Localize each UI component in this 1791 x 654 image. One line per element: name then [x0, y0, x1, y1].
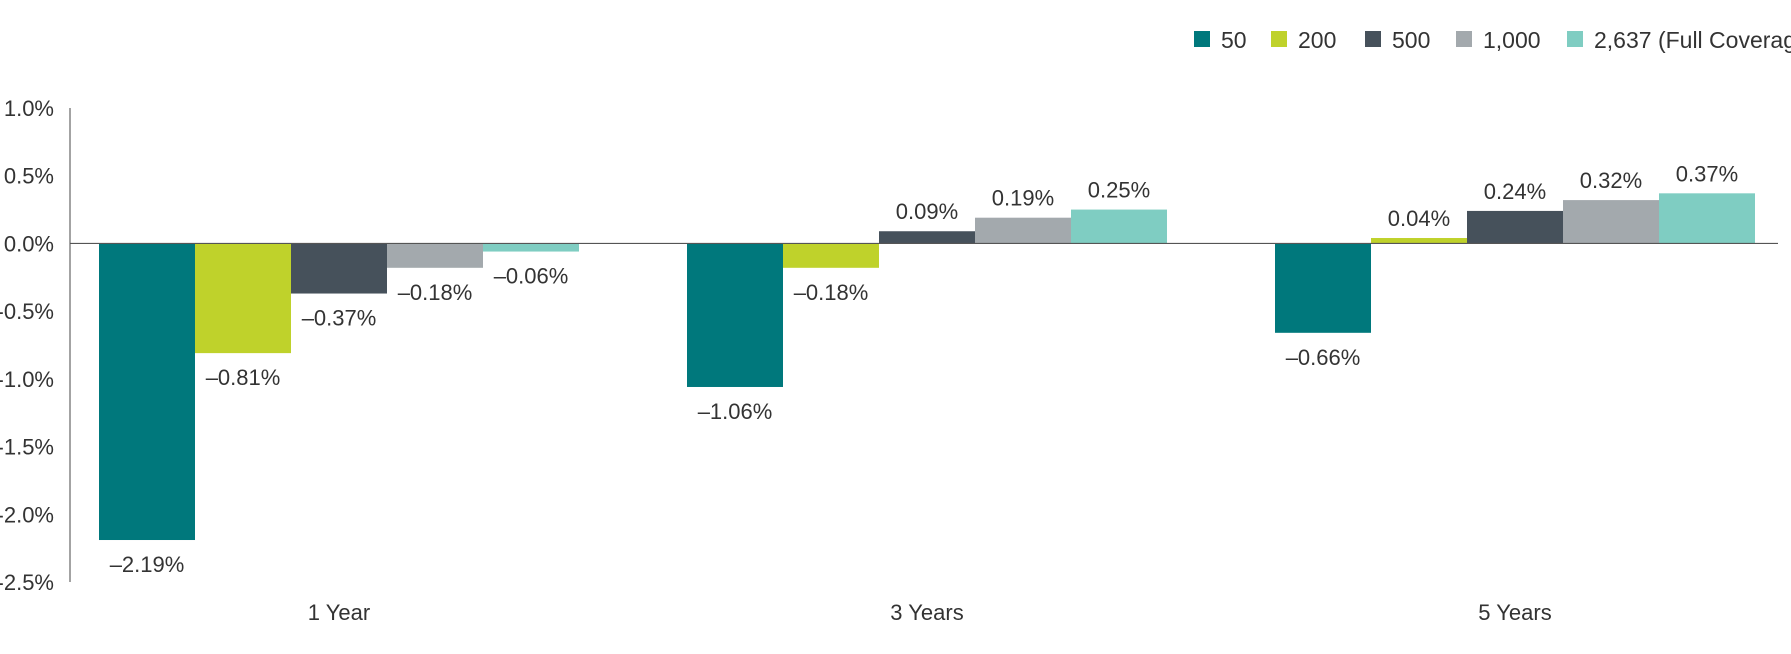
- bar-5-2: [1071, 209, 1167, 244]
- y-tick-label: 0.0%: [4, 231, 54, 256]
- bar-4-1: [387, 243, 483, 268]
- legend-label: 2,637 (Full Coverage): [1594, 27, 1791, 53]
- legend-swatch: [1365, 31, 1381, 47]
- bar-2-3: [1371, 238, 1467, 244]
- data-label: –0.18%: [398, 280, 473, 305]
- legend-label: 50: [1221, 27, 1247, 53]
- data-label: –1.06%: [698, 399, 773, 424]
- y-tick-label: 1.0%: [4, 96, 54, 121]
- legend-label: 500: [1392, 27, 1430, 53]
- bar-3-2: [879, 231, 975, 244]
- y-tick-label: -1.5%: [0, 435, 54, 460]
- data-label: 0.04%: [1388, 206, 1450, 231]
- bar-1-2: [687, 243, 783, 387]
- bar-5-1: [483, 243, 579, 252]
- data-label: 0.32%: [1580, 168, 1642, 193]
- legend-label: 200: [1298, 27, 1336, 53]
- bar-2-1: [195, 243, 291, 354]
- data-labels: –2.19% –0.81% –0.37% –0.18% –0.06% –1.06% –0.1…: [110, 161, 1739, 577]
- x-axis: 1 Year 3 Years 5 Years: [70, 242, 1778, 625]
- data-label: 0.24%: [1484, 179, 1546, 204]
- x-category-label: 3 Years: [890, 600, 963, 625]
- bar-1-1: [99, 243, 195, 541]
- bar-2-2: [783, 243, 879, 268]
- bar-4-3: [1563, 200, 1659, 244]
- y-tick-label: -1.0%: [0, 367, 54, 392]
- data-label: 0.19%: [992, 186, 1054, 211]
- legend-swatch: [1456, 31, 1472, 47]
- bar-3-1: [291, 243, 387, 294]
- data-label: –2.19%: [110, 552, 185, 577]
- x-category-label: 5 Years: [1478, 600, 1551, 625]
- data-label: –0.66%: [1286, 345, 1361, 370]
- y-axis: 1.0% 0.5% 0.0% -0.5% -1.0% -1.5% -2.0% -2.5%: [0, 96, 71, 595]
- y-tick-label: -0.5%: [0, 299, 54, 324]
- bar-3-3: [1467, 210, 1563, 244]
- data-label: –0.18%: [794, 280, 869, 305]
- bar-5-3: [1659, 193, 1755, 244]
- legend-swatch: [1194, 31, 1210, 47]
- data-label: –0.06%: [494, 264, 569, 289]
- data-label: 0.25%: [1088, 178, 1150, 203]
- legend: 50 200 500 1,000 2,637 (Full Coverage): [1194, 27, 1791, 53]
- data-label: 0.09%: [896, 199, 958, 224]
- legend-swatch: [1271, 31, 1287, 47]
- bars: [99, 193, 1755, 541]
- legend-label: 1,000: [1483, 27, 1541, 53]
- legend-swatch: [1567, 31, 1583, 47]
- bar-1-3: [1275, 243, 1371, 333]
- data-label: –0.37%: [302, 306, 377, 331]
- x-category-label: 1 Year: [308, 600, 370, 625]
- y-tick-label: 0.5%: [4, 164, 54, 189]
- bar-4-2: [975, 217, 1071, 244]
- data-label: –0.81%: [206, 365, 281, 390]
- y-tick-label: -2.5%: [0, 570, 54, 595]
- y-tick-label: -2.0%: [0, 502, 54, 527]
- data-label: 0.37%: [1676, 161, 1738, 186]
